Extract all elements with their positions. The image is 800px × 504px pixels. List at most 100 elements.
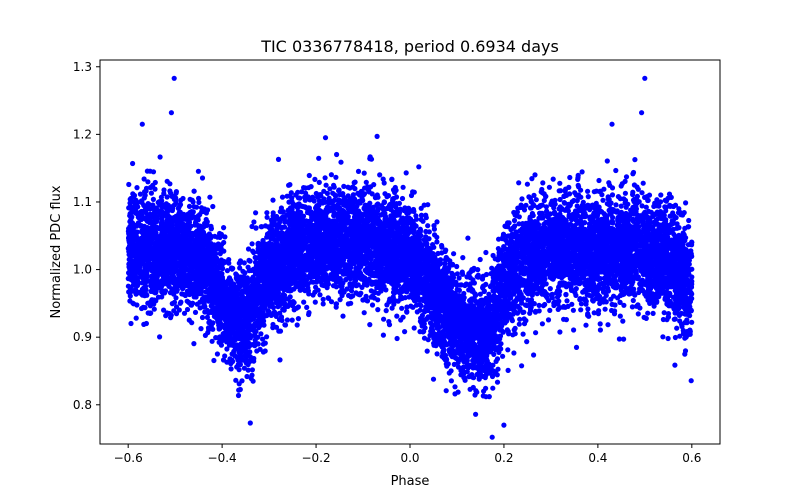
data-point xyxy=(456,275,462,281)
data-point xyxy=(184,306,191,313)
data-point xyxy=(294,322,300,328)
chart-title: TIC 0336778418, period 0.6934 days xyxy=(260,37,559,56)
data-point xyxy=(576,184,582,190)
data-point xyxy=(585,194,591,200)
data-point xyxy=(316,179,322,185)
data-point xyxy=(348,288,355,294)
data-point xyxy=(545,317,552,323)
data-point xyxy=(377,172,383,178)
data-point xyxy=(640,180,646,186)
data-point xyxy=(295,316,301,322)
data-point xyxy=(460,255,466,261)
data-point xyxy=(531,192,537,198)
data-point xyxy=(461,290,467,297)
data-point xyxy=(198,326,204,332)
data-point xyxy=(552,197,558,203)
data-point xyxy=(516,321,522,327)
data-point xyxy=(583,322,589,328)
data-point xyxy=(674,325,680,331)
data-point xyxy=(544,208,550,214)
data-point xyxy=(306,311,312,318)
data-point xyxy=(187,196,193,202)
data-point xyxy=(600,197,606,203)
data-point xyxy=(646,192,653,198)
data-point xyxy=(240,268,246,274)
data-point xyxy=(133,315,139,321)
data-point xyxy=(452,384,458,390)
data-point xyxy=(299,189,305,195)
data-point xyxy=(686,217,692,224)
data-point xyxy=(310,292,316,298)
data-point xyxy=(519,196,525,202)
data-point xyxy=(683,200,689,206)
data-point xyxy=(620,318,626,324)
data-point xyxy=(651,303,657,309)
data-point xyxy=(547,307,553,313)
data-point xyxy=(630,216,636,222)
data-point xyxy=(402,329,408,335)
data-point xyxy=(236,367,242,373)
data-point xyxy=(214,351,220,357)
data-point xyxy=(558,188,564,194)
data-point xyxy=(399,195,406,202)
data-point xyxy=(383,308,389,314)
data-point xyxy=(460,271,466,277)
data-point xyxy=(184,298,190,304)
data-point xyxy=(520,331,526,337)
data-point xyxy=(394,335,400,342)
data-point xyxy=(400,184,406,190)
data-point xyxy=(639,190,645,196)
data-point xyxy=(451,251,457,257)
data-point xyxy=(237,386,243,393)
data-point xyxy=(264,214,270,220)
data-point xyxy=(689,319,695,325)
data-point xyxy=(479,276,486,282)
data-point xyxy=(380,332,386,338)
data-point xyxy=(341,183,347,189)
data-point xyxy=(567,174,573,181)
data-point xyxy=(602,306,608,312)
data-point xyxy=(557,196,563,203)
data-point xyxy=(346,292,352,299)
data-point xyxy=(448,368,454,374)
data-point xyxy=(660,334,666,340)
data-point xyxy=(199,175,206,181)
data-point xyxy=(585,306,591,312)
data-point xyxy=(192,309,199,315)
data-point xyxy=(605,322,611,328)
data-point xyxy=(434,239,440,245)
data-point xyxy=(323,182,329,188)
data-point xyxy=(289,317,295,323)
data-point xyxy=(494,379,501,385)
data-point xyxy=(500,353,506,359)
data-point xyxy=(564,298,570,304)
data-point xyxy=(320,296,326,302)
data-point xyxy=(645,310,651,316)
data-point xyxy=(533,197,539,203)
data-point xyxy=(199,314,206,321)
data-point xyxy=(126,181,132,188)
data-point xyxy=(228,366,234,372)
data-point xyxy=(207,194,213,200)
data-point xyxy=(327,186,333,192)
data-point xyxy=(442,260,448,267)
data-point xyxy=(630,297,636,304)
data-point xyxy=(334,151,340,158)
data-point xyxy=(563,292,569,298)
data-point xyxy=(549,295,556,301)
data-point xyxy=(235,392,242,399)
data-point xyxy=(355,168,362,174)
data-point xyxy=(411,325,417,331)
data-point xyxy=(252,259,259,265)
data-point xyxy=(222,353,228,359)
data-point xyxy=(363,179,369,185)
data-points xyxy=(125,75,695,440)
data-point xyxy=(643,315,649,321)
data-point xyxy=(157,334,163,340)
data-point xyxy=(616,336,623,342)
data-point xyxy=(571,327,577,333)
data-point xyxy=(540,180,546,186)
data-point xyxy=(688,378,694,384)
data-point xyxy=(635,311,641,317)
